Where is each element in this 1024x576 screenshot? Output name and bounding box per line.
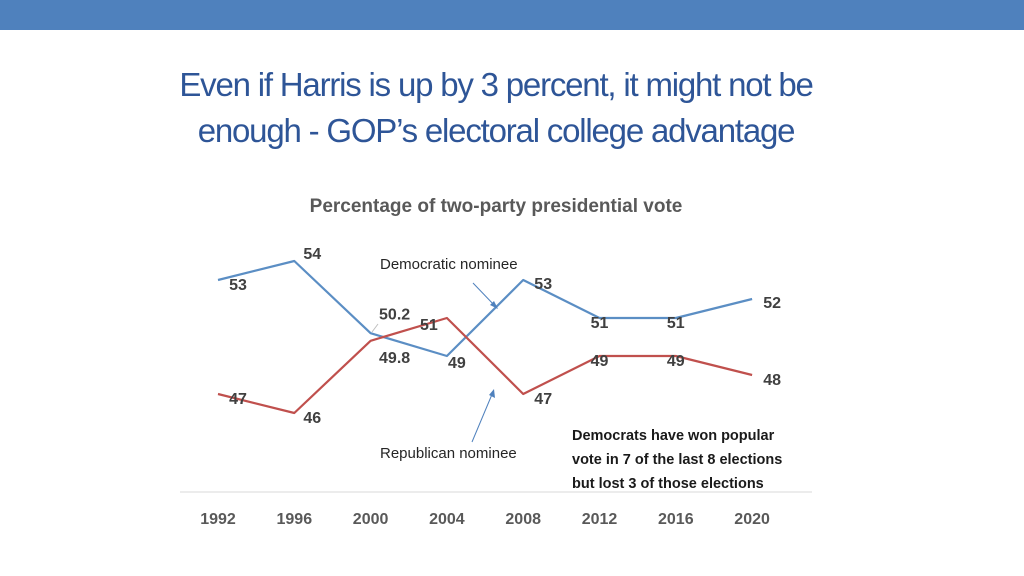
note-line-3: but lost 3 of those elections	[572, 476, 764, 492]
republican-data-label: 49	[591, 353, 609, 370]
x-tick-label: 2008	[505, 511, 541, 528]
republican-annotation-arrow	[471, 391, 494, 443]
democratic-data-label: 52	[763, 295, 781, 312]
x-tick-label: 2012	[582, 511, 618, 528]
x-tick-label: 2020	[734, 511, 770, 528]
label-leader-line	[371, 323, 379, 333]
slide-title-line-2: enough - GOP’s electoral college advanta…	[197, 112, 796, 149]
x-tick-label: 1996	[277, 511, 313, 528]
republican-data-label: 49	[667, 353, 685, 370]
democratic-arrowhead-icon	[490, 301, 498, 309]
republican-series-line	[217, 316, 753, 415]
democratic-data-label: 54	[303, 246, 321, 263]
democratic-data-label: 53	[229, 277, 247, 294]
democratic-nominee-annotation: Democratic nominee	[380, 256, 518, 273]
note-box: Democrats have won popular vote in 7 of …	[572, 424, 822, 496]
x-tick-label: 1992	[200, 511, 236, 528]
democratic-data-label: 49	[448, 355, 466, 372]
chart-title: Percentage of two-party presidential vot…	[309, 196, 683, 217]
republican-nominee-annotation: Republican nominee	[380, 445, 517, 462]
republican-data-label: 49.8	[379, 350, 410, 367]
slide-title: Even if Harris is up by 3 percent, it mi…	[96, 62, 896, 154]
democratic-data-label: 51	[591, 315, 609, 332]
republican-data-label: 47	[229, 391, 247, 408]
note-line-2: vote in 7 of the last 8 elections	[572, 452, 783, 468]
democratic-data-label: 53	[534, 276, 552, 293]
democratic-data-label: 50.2	[379, 306, 410, 323]
democratic-data-label: 51	[667, 315, 685, 332]
republican-data-label: 46	[303, 410, 321, 427]
x-tick-label: 2000	[353, 511, 389, 528]
header-bar	[0, 0, 1024, 30]
x-tick-label: 2016	[658, 511, 694, 528]
series-layer	[217, 259, 753, 415]
republican-arrowhead-icon	[489, 389, 495, 398]
democratic-series-line	[217, 259, 753, 358]
republican-data-label: 51	[420, 317, 438, 334]
slide-title-line-1: Even if Harris is up by 3 percent, it mi…	[179, 66, 814, 103]
note-line-1: Democrats have won popular	[572, 428, 775, 444]
x-tick-layer: 1992 1996 2000 2004 2008 2012 2016 2020	[200, 511, 770, 528]
republican-data-label: 47	[534, 391, 552, 408]
republican-data-label: 48	[763, 372, 781, 389]
data-label-layer: 53 54 50.2 49 53 51 51 52 47 46 49.8 51 47 49 49 48	[229, 246, 781, 427]
x-tick-label: 2004	[429, 511, 465, 528]
